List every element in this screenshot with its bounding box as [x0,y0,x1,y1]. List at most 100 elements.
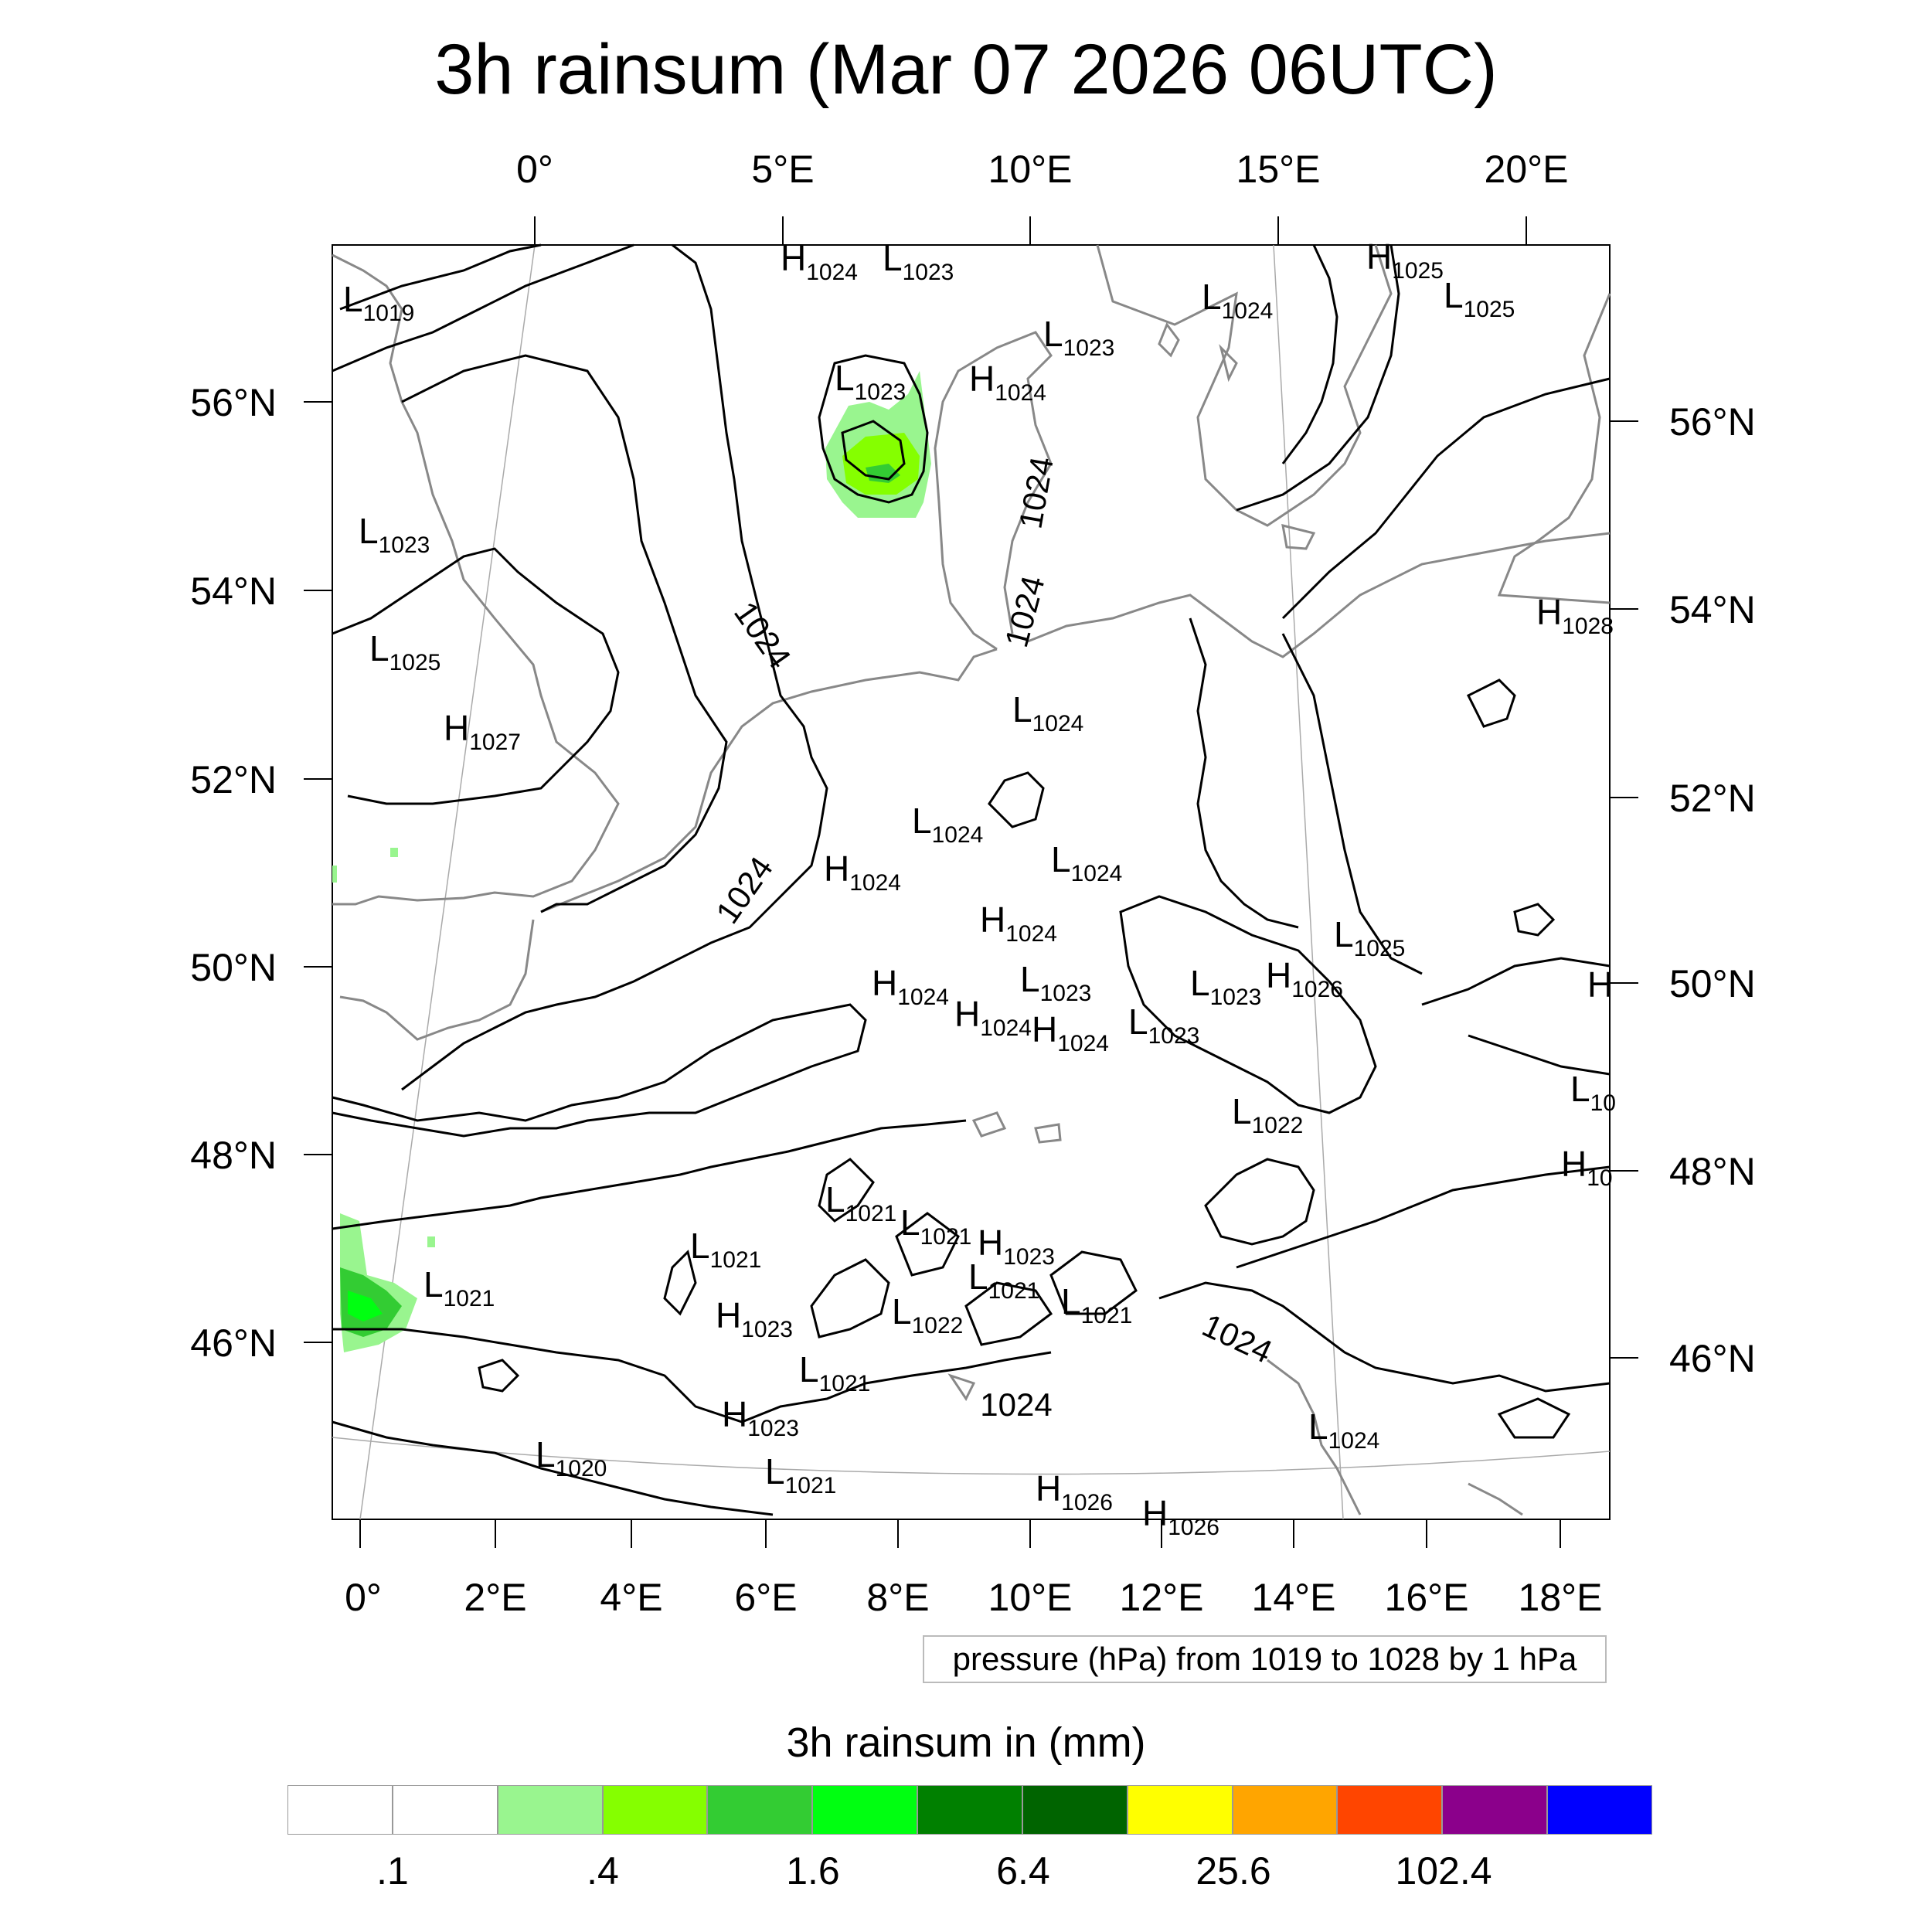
tick-label-bottom-lon: 14°E [1252,1576,1336,1619]
coast-baltic-east [1497,293,1611,604]
colorbar-swatch [1547,1785,1652,1835]
tick-label-left-lat: 54°N [190,570,277,613]
pressure-center-label: L1024 [1308,1406,1379,1454]
rain-speck [390,848,398,857]
pressure-center-label: L1025 [1334,914,1405,961]
tick-label-right-lat: 48°N [1669,1150,1756,1193]
contour-info-box: pressure (hPa) from 1019 to 1028 by 1 hP… [923,1635,1607,1683]
tick-label-top-lon: 0° [516,148,553,191]
pressure-center-label: L1023 [1128,1002,1199,1049]
pressure-center-label: L1024 [912,801,983,848]
coast-channel-france [339,919,535,1041]
colorbar-tick-label: 6.4 [996,1849,1050,1893]
pressure-center-label: L10 [1570,1069,1616,1116]
tick-label-right-lat: 54°N [1669,588,1756,631]
pressure-center-label: L1020 [536,1434,607,1481]
tick-label-top-lon: 5°E [751,148,814,191]
rain-area-southwest-max [348,1291,383,1321]
tick-label-left-lat: 50°N [190,946,277,989]
isobar [332,547,620,805]
rain-area-north-sea-max [866,464,900,483]
tick-label-left-lat: 52°N [190,758,277,801]
colorbar-swatch [392,1785,498,1835]
map-title: 3h rainsum (Mar 07 2026 06UTC) [434,30,1498,109]
pressure-center-label: H1024 [824,849,901,896]
coast-balearic [1468,1482,1523,1516]
pressure-center-label: L1019 [343,279,414,326]
colorbar-swatch [1232,1785,1338,1835]
colorbar-swatch [1442,1785,1548,1835]
isobars [332,243,1611,1516]
right-lat-labels: 56°N 54°N 52°N 50°N 48°N 46°N [1669,400,1756,1380]
pressure-center-label: H1027 [444,708,521,755]
isobar [818,354,929,504]
colorbar-swatch [602,1785,708,1835]
colorbar-swatch [1337,1785,1443,1835]
isobar [1236,244,1400,512]
tick-label-bottom-lon: 12°E [1120,1576,1204,1619]
tick-label-bottom-lon: 10°E [988,1576,1073,1619]
isobar [332,1420,774,1516]
pressure-center-label: H1023 [978,1223,1055,1270]
pressure-center-label: L1023 [359,511,430,558]
rain-shading [332,371,931,1352]
isobar [1236,1165,1611,1269]
isobar [988,771,1045,828]
isobar [1281,244,1338,464]
isobar [332,1328,1052,1423]
axis-ticks [304,216,1638,1548]
isobar [1119,895,1377,1114]
colorbar-swatch [287,1785,393,1835]
tick-label-left-lat: 56°N [190,381,277,424]
pressure-center-label: L1024 [1012,689,1083,736]
pressure-center-label: L1021 [825,1179,896,1226]
pressure-center-label: L1021 [968,1257,1039,1304]
rain-speck [427,1236,435,1247]
rain-area-north-sea-core [842,433,920,495]
lakes-islands [947,321,1316,1401]
pressure-center-label: L1025 [369,628,440,675]
pressure-center-label: L1024 [1202,277,1273,324]
pressure-center-label: H [1587,964,1613,1005]
left-lat-labels: 56°N 54°N 52°N 50°N 48°N 46°N [190,381,277,1365]
isobar-label: 1024 [980,1386,1052,1423]
isobar [818,1158,875,1223]
coast-adriatic [1267,1359,1362,1515]
tick-label-bottom-lon: 18°E [1519,1576,1603,1619]
isobar [332,243,634,372]
colorbar-swatch [707,1785,813,1835]
top-lon-labels: 0° 5°E 10°E 15°E 20°E [516,148,1568,191]
colorbar-tick-label: 25.6 [1196,1849,1271,1893]
isobar [841,420,906,481]
isobar [332,1003,867,1138]
coast-benelux-germany [540,648,998,913]
tick-label-right-lat: 56°N [1669,400,1756,444]
bottom-lon-labels: 0° 2°E 4°E 6°E 8°E 10°E 12°E 14°E 16°E 1… [345,1576,1602,1619]
isobar [663,1250,697,1316]
tick-label-bottom-lon: 0° [345,1576,382,1619]
isobar [339,243,542,311]
tick-label-bottom-lon: 8°E [866,1576,929,1619]
tick-label-bottom-lon: 6°E [734,1576,797,1619]
pressure-center-label: L1023 [883,238,954,285]
pressure-center-label: L1023 [1020,959,1091,1006]
isobar [1497,1397,1571,1439]
isobar [332,1119,967,1230]
pressure-center-label: H1026 [1142,1493,1219,1540]
colorbar-swatch [1127,1785,1233,1835]
pressure-center-label: H10 [1561,1144,1613,1191]
colorbar-tick-label: 1.6 [786,1849,840,1893]
coastlines [332,244,1611,1516]
tick-label-bottom-lon: 4°E [600,1576,662,1619]
coast-jutland [934,331,1053,651]
pressure-center-label: H1028 [1536,592,1614,639]
colorbar-tick-label: .4 [587,1849,619,1893]
colorbar-tick-label: 102.4 [1395,1849,1492,1893]
pressure-center-label: H1024 [969,359,1046,406]
pressure-center-label: H1026 [1266,955,1343,1002]
isobar [1468,1034,1611,1076]
pressure-center-label: H1023 [716,1295,793,1342]
tick-label-bottom-lon: 16°E [1385,1576,1469,1619]
rain-speck [332,866,337,883]
